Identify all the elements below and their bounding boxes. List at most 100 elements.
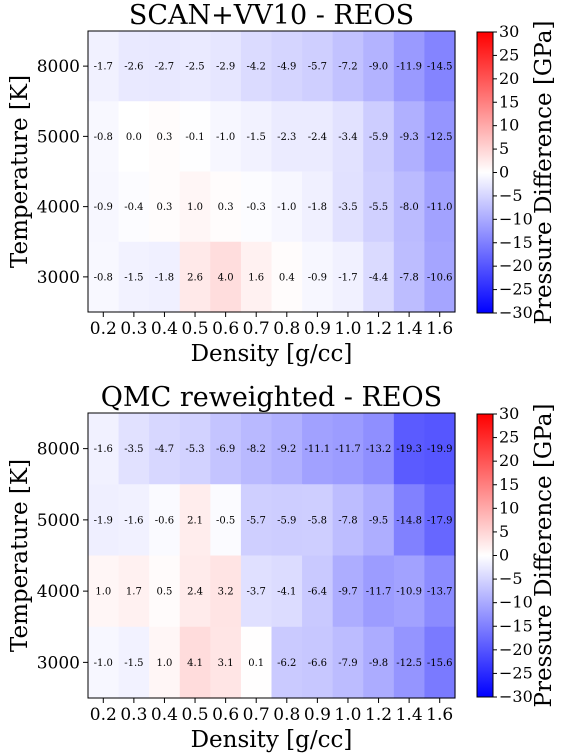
y-tick-label: 5000 [37,511,80,531]
heatmap-cell [424,101,456,173]
colorbar-label: Pressure Difference [GPa] [531,404,557,708]
cell-value-label: -0.1 [185,132,204,143]
cell-value-label: -1.5 [124,658,143,669]
cell-value-label: -14.5 [427,62,453,73]
colorbar-tick-label: 15 [499,92,519,111]
heatmap-cell [363,31,395,102]
x-tick-label: 0.6 [212,319,239,339]
heatmap-cell [88,413,120,485]
x-tick-label: 1.4 [396,319,423,339]
colorbar-tick-label: −25 [499,663,533,682]
colorbar-tick-label: −20 [499,640,533,659]
colorbar-tick-label: −30 [499,687,533,706]
heatmap-cell [393,555,426,628]
heatmap-cell [302,413,334,485]
cell-value-label: 0.3 [218,202,234,213]
heatmap-cell [149,626,181,699]
cell-value-label: -6.9 [216,444,235,455]
heatmap-cell [302,626,334,699]
heatmap-cell [240,484,273,557]
cell-value-label: -4.1 [277,587,296,598]
cell-value-label: 2.4 [187,587,203,598]
heatmap-cell [393,484,426,557]
cell-value-label: -11.7 [366,587,392,598]
x-tick-label: 0.8 [273,319,300,339]
cell-value-label: -14.8 [396,515,422,526]
cell-value-label: -6.2 [277,658,296,669]
cell-value-label: -9.8 [369,658,388,669]
heatmap-cell [118,555,150,628]
cell-value-label: -2.5 [185,62,204,73]
cell-value-label: 1.0 [95,587,111,598]
heatmap-cell [118,101,150,173]
colorbar-tick-label: 30 [499,22,519,41]
heatmap-cell [332,626,364,699]
cell-value-label: -3.7 [247,587,266,598]
cell-value-label: 3.1 [218,658,234,669]
heatmap-cell [302,484,334,557]
colorbar-tick-label: 30 [499,404,519,423]
heatmap-cell [271,171,303,243]
x-axis-label: Density [g/cc] [191,341,353,367]
x-tick-label: 1.0 [334,705,361,725]
heatmap-cell [240,555,273,628]
cell-value-label: -1.7 [94,62,113,73]
cell-value-label: 0.3 [157,132,173,143]
heatmap-cell [271,241,303,313]
y-axis-label: Temperature [K] [7,459,33,652]
heatmap-cell [88,171,120,243]
x-tick-label: 0.3 [120,319,147,339]
heatmap-cell [271,31,303,102]
heatmap-cell [210,484,242,557]
cell-value-label: -0.9 [308,272,327,283]
cell-value-label: -9.5 [369,515,388,526]
colorbar-tick-label: −20 [499,256,533,275]
y-tick-label: 3000 [37,268,80,288]
x-tick-label: 0.2 [90,319,117,339]
cell-value-label: -3.5 [124,444,143,455]
cell-value-label: 3.2 [218,587,234,598]
cell-value-label: 1.0 [187,202,203,213]
heatmap-cell [240,31,273,102]
cell-value-label: 0.1 [248,658,264,669]
colorbar-tick-label: 10 [499,116,519,135]
y-tick-label: 8000 [37,440,80,460]
y-tick-label: 4000 [37,198,80,218]
heatmap-cell [271,484,303,557]
heatmap-cell [302,31,334,102]
heatmap-cell [88,484,120,557]
heatmap-cell [118,626,150,699]
cell-value-label: -15.6 [427,658,453,669]
cell-value-label: -13.2 [366,444,392,455]
heatmap-cell [393,171,426,243]
y-tick-label: 3000 [37,653,80,673]
cell-value-label: -2.6 [124,62,143,73]
cell-value-label: -0.8 [94,132,113,143]
x-tick-label: 1.2 [365,319,392,339]
heatmap-cell [179,241,211,313]
heatmap-cell [118,31,150,102]
cell-value-label: -3.5 [338,202,357,213]
heatmap-cell [240,171,273,243]
x-tick-label: 0.7 [243,319,270,339]
y-tick-label: 5000 [37,127,80,147]
heatmap-cell [118,413,150,485]
heatmap-cell [332,484,364,557]
heatmap-cell [332,171,364,243]
heatmap-cell [179,555,211,628]
x-tick-label: 0.4 [151,705,178,725]
heatmap-cell [393,626,426,699]
heatmap-cell [88,101,120,173]
colorbar-tick-label: −5 [499,186,523,205]
heatmap-cell [424,626,456,699]
heatmap-cell [424,484,456,557]
cell-value-label: -13.7 [427,587,453,598]
heatmap-cell [424,555,456,628]
heatmap-cell [88,241,120,313]
heatmap-cell [363,626,395,699]
cell-value-label: -4.4 [369,272,388,283]
cell-value-label: -19.3 [396,444,422,455]
heatmap-panel-2: -1.6 -3.5 -4.7 -5.3 -6.9 -8.2 -9.2 -11.1 -11.7 -1… [7,382,557,753]
heatmap-cell [332,241,364,313]
